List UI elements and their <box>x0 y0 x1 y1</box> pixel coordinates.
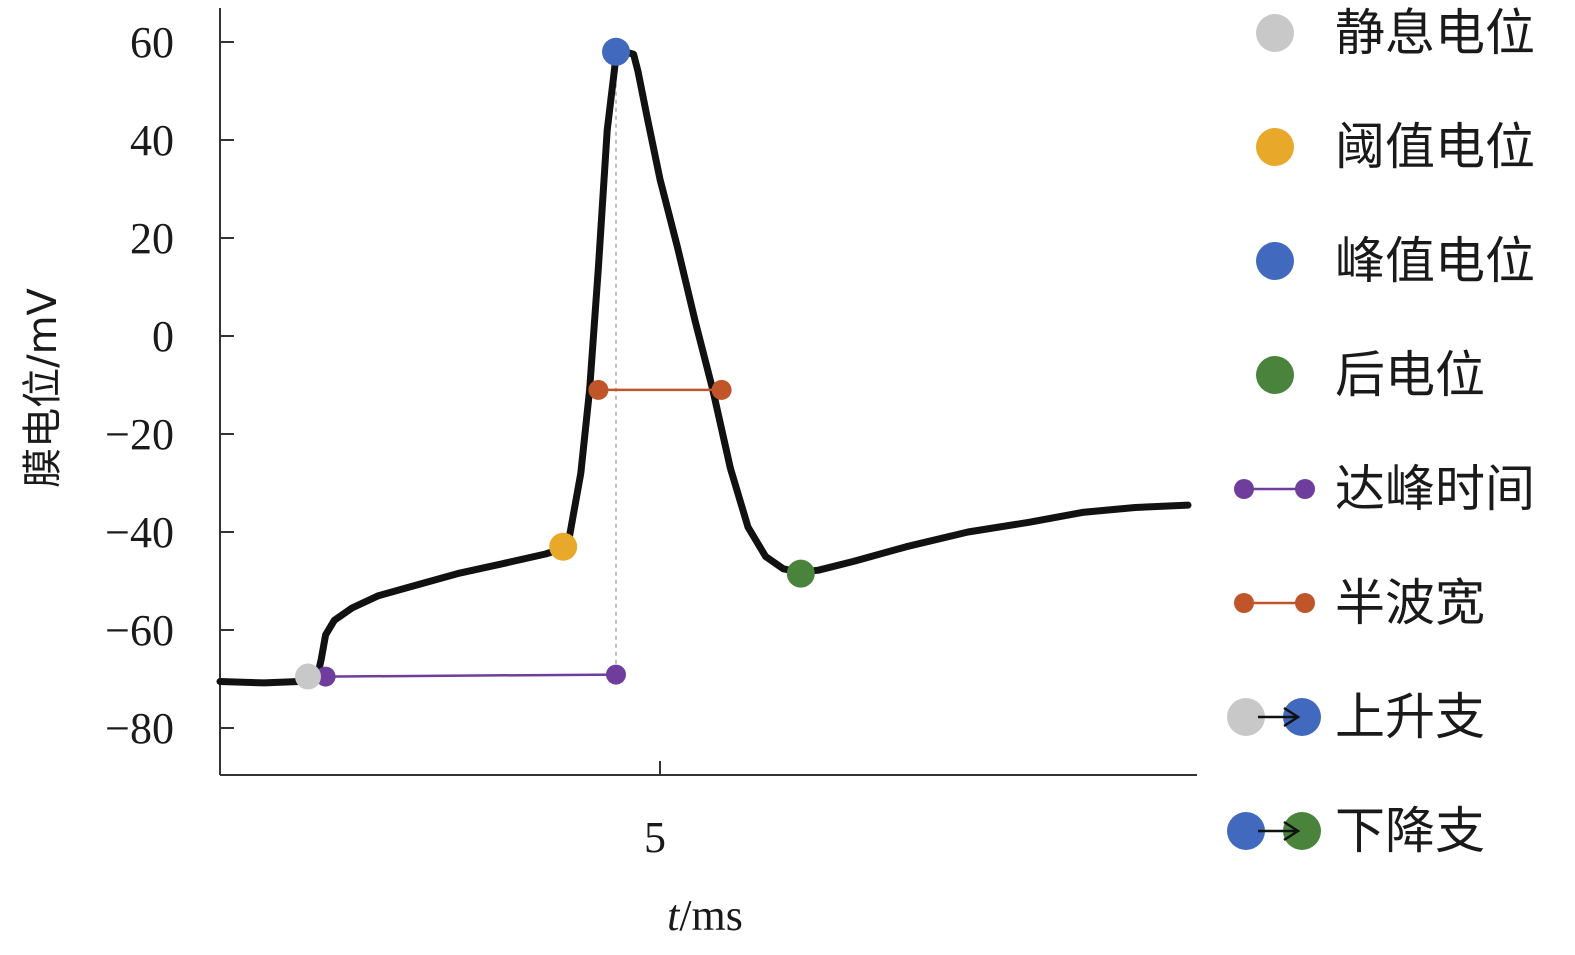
time-to-peak-line <box>325 673 617 678</box>
time-to-peak-end-point <box>606 664 626 685</box>
membrane-potential-trace <box>216 48 1192 687</box>
legend-label-6: 上升支 <box>1335 688 1485 746</box>
x-axis-label-unit: /ms <box>679 891 743 940</box>
axes: 60 40 20 0 −20 −40 −60 −80 5t/ms 膜电位/mV <box>20 8 1197 940</box>
legend-segment-end-5 <box>1295 593 1315 613</box>
plot-area <box>216 37 1192 690</box>
legend-label-5: 半波宽 <box>1335 574 1485 632</box>
legend-dot-2 <box>1256 242 1294 280</box>
after-potential-marker <box>786 559 815 588</box>
y-tick-label: −20 <box>105 410 174 459</box>
y-tick-label: −60 <box>105 606 174 655</box>
x-axis-label-variable: t <box>667 891 681 940</box>
y-tick-label: 40 <box>130 116 174 165</box>
time-to-peak-start-point <box>315 666 336 687</box>
legend-label-3: 后电位 <box>1335 346 1485 404</box>
resting-potential-marker <box>295 663 321 690</box>
legend-dot-3 <box>1256 356 1294 394</box>
legend-arrow-to-6 <box>1283 698 1321 736</box>
legend-arrow-head-6 <box>1283 706 1301 728</box>
legend-label-1: 阈值电位 <box>1335 118 1535 176</box>
legend-label-0: 静息电位 <box>1335 4 1535 62</box>
threshold-potential-marker <box>549 532 578 561</box>
y-tick-label: 0 <box>152 312 174 361</box>
legend-dot-1 <box>1256 128 1294 166</box>
legend-label-7: 下降支 <box>1335 802 1485 860</box>
legend-segment-start-4 <box>1234 479 1254 499</box>
half-width-end-point <box>711 379 732 400</box>
legend-label-4: 达峰时间 <box>1335 460 1535 518</box>
x-axis-label: t/ms <box>667 891 743 940</box>
legend-segment-end-4 <box>1295 479 1315 499</box>
legend-arrow-from-7 <box>1227 812 1265 850</box>
legend-arrow-head-7 <box>1283 820 1301 842</box>
y-tick-label: −80 <box>105 704 174 753</box>
peak-potential-marker <box>602 37 630 66</box>
half-width-start-point <box>588 379 609 400</box>
y-tick-label: −40 <box>105 508 174 557</box>
y-tick-label: 60 <box>130 18 174 67</box>
y-axis-label: 膜电位/mV <box>20 287 66 487</box>
legend-dot-0 <box>1256 14 1294 52</box>
legend-arrow-to-7 <box>1283 812 1321 850</box>
legend-label-2: 峰值电位 <box>1335 232 1535 290</box>
legend-segment-start-5 <box>1234 593 1254 613</box>
legend-arrow-from-6 <box>1227 698 1265 736</box>
y-tick-label: 20 <box>130 214 174 263</box>
x-tick-label: 5 <box>644 813 666 862</box>
